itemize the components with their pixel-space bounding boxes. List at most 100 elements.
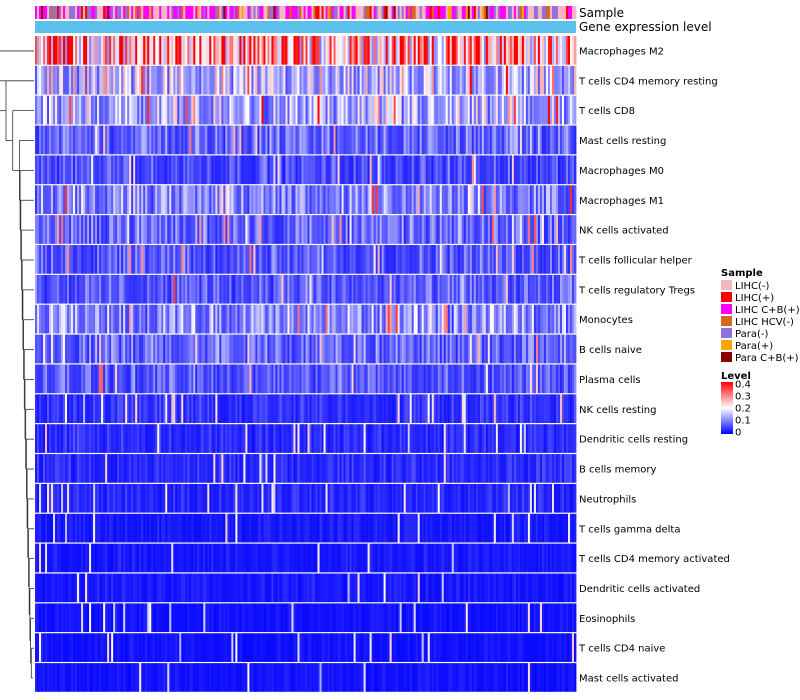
heatmap-cell xyxy=(253,125,256,155)
heatmap-cell xyxy=(569,483,573,513)
heatmap-cell xyxy=(385,394,389,424)
heatmap-cell xyxy=(331,394,334,424)
heatmap-cell xyxy=(305,364,308,394)
heatmap-cell xyxy=(367,155,371,185)
heatmap-cell xyxy=(457,125,461,155)
heatmap-cell xyxy=(71,513,74,543)
heatmap-cell xyxy=(463,215,467,244)
sample-annotation-cell xyxy=(293,6,296,19)
heatmap-cell xyxy=(85,394,88,424)
heatmap-cell xyxy=(453,65,457,95)
heatmap-cell xyxy=(145,65,148,95)
heatmap-cell xyxy=(555,215,559,244)
heatmap-cell xyxy=(321,364,324,394)
heatmap-cell xyxy=(265,394,268,424)
heatmap-cell xyxy=(311,424,314,453)
sample-annotation-cell xyxy=(247,6,250,19)
heatmap-cell xyxy=(229,36,232,65)
heatmap-cell xyxy=(227,125,230,155)
heatmap-cell xyxy=(531,95,535,125)
heatmap-cell xyxy=(71,424,74,453)
heatmap-cell xyxy=(421,274,425,304)
heatmap-cell xyxy=(187,274,190,304)
heatmap-cell xyxy=(489,65,493,95)
heatmap-cell xyxy=(61,483,64,513)
heatmap-cell xyxy=(293,95,296,125)
heatmap-cell xyxy=(73,215,76,244)
heatmap-cell xyxy=(301,155,304,185)
heatmap-cell xyxy=(41,245,44,274)
heatmap-cell xyxy=(425,274,429,304)
heatmap-cell xyxy=(69,36,72,65)
heatmap-cell xyxy=(129,483,132,513)
heatmap-cell xyxy=(369,155,373,185)
heatmap-cell xyxy=(541,65,545,95)
heatmap-cell xyxy=(365,454,369,483)
heatmap-cell xyxy=(499,364,503,394)
heatmap-cell xyxy=(93,454,96,483)
heatmap-cell xyxy=(461,95,465,125)
heatmap-cell xyxy=(327,155,330,185)
heatmap-cell xyxy=(35,65,38,95)
heatmap-cell xyxy=(519,215,523,244)
heatmap-cell xyxy=(561,125,565,155)
heatmap-cell xyxy=(335,125,338,155)
heatmap-cell xyxy=(323,483,326,513)
heatmap-cell xyxy=(219,36,222,65)
sample-annotation-cell xyxy=(551,6,555,19)
heatmap-cell xyxy=(289,483,292,513)
heatmap-cell xyxy=(127,394,130,424)
heatmap-cell xyxy=(287,155,290,185)
heatmap-cell xyxy=(437,304,441,334)
heatmap-cell xyxy=(549,454,553,483)
heatmap-cell xyxy=(179,513,182,543)
heatmap-cell xyxy=(407,125,411,155)
heatmap-cell xyxy=(371,36,375,65)
heatmap-cell xyxy=(129,454,132,483)
sample-annotation-cell xyxy=(345,6,348,19)
heatmap-cell xyxy=(93,36,96,65)
heatmap-cell xyxy=(443,424,447,453)
heatmap-cell xyxy=(39,125,42,155)
heatmap-cell xyxy=(451,513,455,543)
sample-annotation-cell xyxy=(309,6,312,19)
heatmap-cell xyxy=(335,394,338,424)
heatmap-cell xyxy=(275,125,278,155)
heatmap-cell xyxy=(367,125,371,155)
heatmap-cell xyxy=(103,304,106,334)
heatmap-cell xyxy=(487,185,491,214)
heatmap-cell xyxy=(321,215,324,244)
heatmap-cell xyxy=(41,95,44,125)
heatmap-cell xyxy=(507,155,511,185)
heatmap-cell xyxy=(271,155,274,185)
heatmap-cell xyxy=(443,274,447,304)
heatmap-cell xyxy=(179,95,182,125)
heatmap-cell xyxy=(369,65,373,95)
heatmap-cell xyxy=(317,215,320,244)
heatmap-cell xyxy=(273,245,276,274)
heatmap-cell xyxy=(555,513,559,543)
heatmap-cell xyxy=(363,513,367,543)
heatmap-cell xyxy=(243,36,246,65)
heatmap-cell xyxy=(431,274,435,304)
heatmap-cell xyxy=(305,454,308,483)
heatmap-cell xyxy=(67,125,70,155)
heatmap-cell xyxy=(385,215,389,244)
heatmap-cell xyxy=(515,274,519,304)
heatmap-cell xyxy=(195,424,198,453)
heatmap-cell xyxy=(425,364,429,394)
heatmap-cell xyxy=(473,185,477,214)
heatmap-cell xyxy=(543,95,547,125)
heatmap-cell xyxy=(553,95,557,125)
heatmap-cell xyxy=(307,215,310,244)
heatmap-cell xyxy=(323,364,326,394)
heatmap-cell xyxy=(151,125,154,155)
heatmap-cell xyxy=(333,155,336,185)
heatmap-cell xyxy=(35,215,38,244)
heatmap-cell xyxy=(553,394,557,424)
heatmap-cell xyxy=(261,334,264,364)
heatmap-cell xyxy=(495,65,499,95)
heatmap-cell xyxy=(571,125,575,155)
heatmap-cell xyxy=(433,65,437,95)
heatmap-cell xyxy=(187,394,190,424)
